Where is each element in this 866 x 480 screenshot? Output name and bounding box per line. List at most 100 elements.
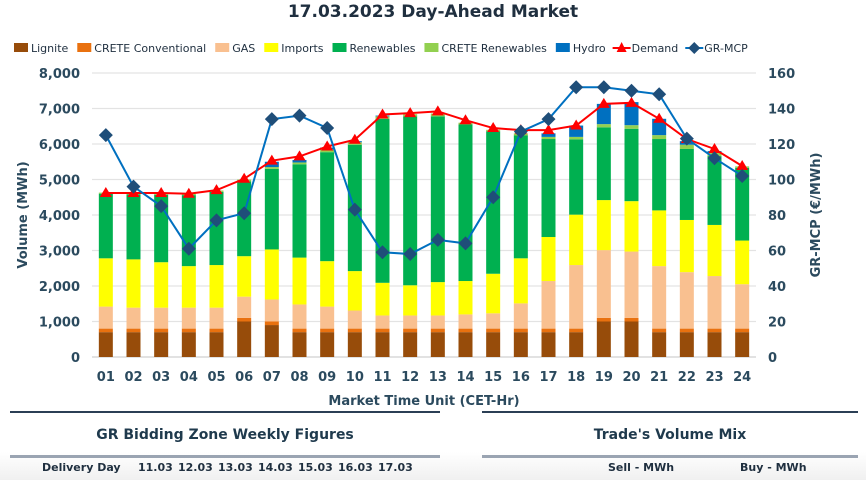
bar-imports bbox=[181, 266, 196, 308]
demand-point bbox=[376, 108, 389, 119]
bar-crete-conventional bbox=[237, 317, 252, 322]
legend-swatch bbox=[555, 43, 570, 52]
bar-renewables bbox=[541, 139, 556, 238]
bar-imports bbox=[735, 240, 750, 285]
bar-imports bbox=[320, 261, 335, 307]
bar-gas bbox=[624, 251, 639, 318]
mcp-point bbox=[264, 112, 279, 127]
bar-crete-conventional bbox=[154, 328, 169, 333]
bar-crete-conventional bbox=[209, 328, 224, 333]
legend-label: CRETE Conventional bbox=[94, 42, 206, 55]
bar-lignite bbox=[154, 332, 169, 357]
bar-lignite bbox=[624, 321, 639, 357]
divider bbox=[482, 455, 858, 458]
bar-lignite bbox=[486, 332, 501, 357]
delivery-day-date: 11.03 bbox=[138, 461, 173, 474]
divider bbox=[482, 411, 858, 413]
bar-gas bbox=[569, 265, 584, 329]
demand-point bbox=[293, 150, 306, 161]
y2-tick-label: 40 bbox=[768, 280, 786, 295]
y-tick-label: 2,000 bbox=[39, 280, 80, 295]
bar-hydro bbox=[596, 103, 611, 125]
legend-marker bbox=[688, 42, 701, 54]
bar-imports bbox=[98, 258, 113, 307]
y-tick-label: 3,000 bbox=[39, 245, 80, 260]
bar-imports bbox=[596, 200, 611, 251]
bar-renewables bbox=[624, 128, 639, 202]
bar-renewables bbox=[264, 168, 279, 250]
bar-lignite bbox=[320, 332, 335, 357]
bar-crete-conventional bbox=[98, 328, 113, 333]
bar-renewables bbox=[292, 164, 307, 258]
bar-crete-conventional bbox=[126, 328, 141, 333]
bar-crete-renewables bbox=[624, 125, 639, 129]
bar-lignite bbox=[430, 332, 445, 357]
bar-hydro bbox=[624, 102, 639, 126]
chart: 0 0 1,000 20 2,000 40 3,000 60 4,000 80 5,000 100 6,… bbox=[14, 42, 824, 409]
delivery-day-label: Delivery Day bbox=[42, 461, 121, 474]
x-tick-label: 08 bbox=[290, 370, 308, 385]
x-tick-label: 13 bbox=[429, 370, 447, 385]
y2-axis-title: GR-MCP (€/MWh) bbox=[809, 153, 824, 278]
y2-tick-label: 80 bbox=[768, 209, 786, 224]
bar-crete-conventional bbox=[707, 328, 722, 333]
bar-imports bbox=[486, 273, 501, 314]
x-tick-label: 02 bbox=[124, 370, 142, 385]
demand-point bbox=[459, 114, 472, 125]
bar-lignite bbox=[264, 325, 279, 357]
bar-gas bbox=[513, 303, 528, 329]
x-tick-label: 21 bbox=[650, 370, 668, 385]
demand-point bbox=[736, 160, 749, 171]
legend-swatch bbox=[215, 43, 230, 52]
x-tick-label: 09 bbox=[318, 370, 336, 385]
bar-crete-renewables bbox=[292, 162, 307, 165]
y-tick-label: 8,000 bbox=[39, 67, 80, 82]
bar-lignite bbox=[679, 332, 694, 357]
mcp-point bbox=[181, 241, 196, 256]
x-tick-label: 15 bbox=[484, 370, 502, 385]
x-tick-label: 07 bbox=[263, 370, 281, 385]
demand-point bbox=[597, 97, 610, 108]
bar-renewables bbox=[679, 148, 694, 220]
mcp-point bbox=[292, 108, 307, 123]
bar-crete-conventional bbox=[652, 328, 667, 333]
legend-swatch bbox=[424, 43, 439, 52]
legend-label: Lignite bbox=[31, 42, 69, 55]
bar-lignite bbox=[126, 332, 141, 357]
bar-gas bbox=[347, 310, 362, 329]
legend-label: Hydro bbox=[573, 42, 606, 55]
sell-mwh-header: Sell - MWh bbox=[608, 461, 675, 474]
demand-point bbox=[708, 142, 721, 153]
y2-tick-label: 140 bbox=[768, 103, 795, 118]
bar-renewables bbox=[209, 191, 224, 266]
bar-imports bbox=[237, 256, 252, 297]
bar-imports bbox=[375, 282, 390, 316]
legend-label: Renewables bbox=[350, 42, 416, 55]
legend-label: CRETE Renewables bbox=[441, 42, 547, 55]
demand-point bbox=[348, 133, 361, 144]
bar-crete-conventional bbox=[375, 328, 390, 333]
bar-lignite bbox=[181, 332, 196, 357]
bar-renewables bbox=[375, 118, 390, 283]
bar-crete-renewables bbox=[596, 124, 611, 128]
bar-renewables bbox=[652, 139, 667, 211]
demand-point bbox=[487, 122, 500, 133]
delivery-day-date: 15.03 bbox=[298, 461, 333, 474]
bar-hydro bbox=[292, 159, 307, 163]
buy-mwh-header: Buy - MWh bbox=[740, 461, 807, 474]
bar-crete-conventional bbox=[458, 328, 473, 333]
bar-lignite bbox=[98, 332, 113, 357]
bar-gas bbox=[430, 315, 445, 329]
weekly-figures-title: GR Bidding Zone Weekly Figures bbox=[96, 427, 354, 443]
legend-swatch bbox=[264, 43, 279, 52]
mcp-point bbox=[403, 247, 418, 262]
bar-lignite bbox=[458, 332, 473, 357]
x-tick-label: 17 bbox=[539, 370, 557, 385]
chart-title: 17.03.2023 Day-Ahead Market bbox=[287, 2, 579, 22]
demand-point bbox=[625, 96, 638, 107]
x-tick-label: 18 bbox=[567, 370, 585, 385]
mcp-point bbox=[735, 168, 750, 183]
bar-renewables bbox=[735, 167, 750, 241]
bar-crete-renewables bbox=[569, 136, 584, 140]
bar-renewables bbox=[430, 116, 445, 283]
